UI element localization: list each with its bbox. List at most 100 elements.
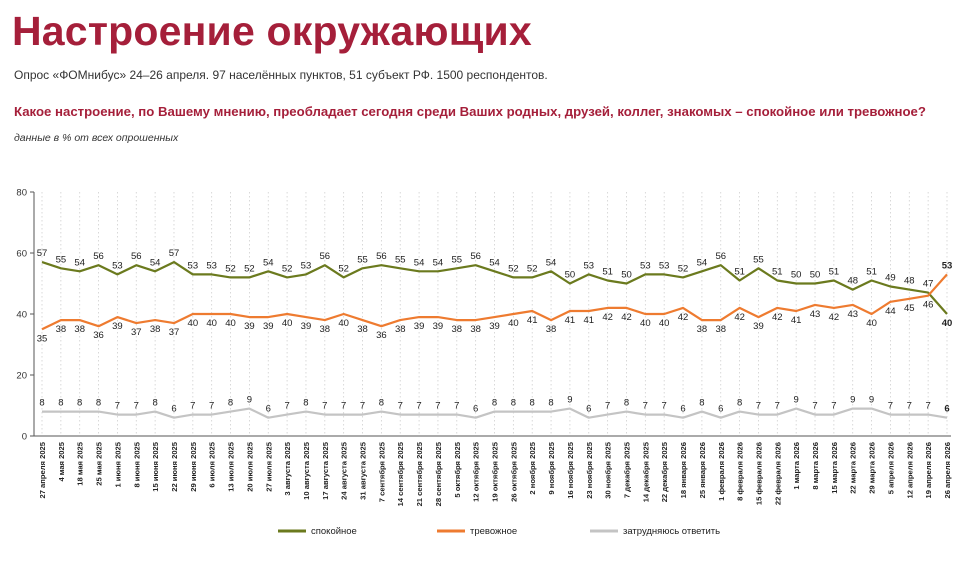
x-tick-label: 8 марта 2026 bbox=[811, 442, 820, 490]
data-label-undecided: 7 bbox=[435, 401, 440, 412]
data-label-calm: 56 bbox=[320, 251, 331, 262]
data-label-undecided: 7 bbox=[907, 401, 912, 412]
x-tick-label: 26 апреля 2026 bbox=[943, 442, 952, 499]
data-label-calm: 52 bbox=[678, 263, 689, 274]
data-label-anxious: 39 bbox=[112, 321, 123, 332]
data-label-undecided: 7 bbox=[416, 401, 421, 412]
data-label-undecided: 8 bbox=[511, 398, 516, 409]
data-label-undecided: 8 bbox=[379, 398, 384, 409]
data-label-anxious: 39 bbox=[433, 321, 444, 332]
y-tick-label: 40 bbox=[16, 310, 27, 321]
data-label-undecided: 6 bbox=[473, 404, 478, 415]
data-label-anxious: 39 bbox=[301, 321, 312, 332]
x-tick-label: 17 августа 2025 bbox=[321, 441, 330, 500]
x-tick-label: 29 июня 2025 bbox=[189, 441, 198, 492]
data-label-calm: 57 bbox=[169, 248, 180, 259]
x-tick-label: 15 июня 2025 bbox=[151, 441, 160, 492]
data-label-anxious: 42 bbox=[621, 312, 632, 323]
chart-axes: 0 20 40 60 80 bbox=[16, 188, 951, 443]
data-label-anxious: 38 bbox=[452, 324, 463, 335]
data-label-anxious: 37 bbox=[169, 327, 180, 338]
data-label-undecided: 7 bbox=[812, 401, 817, 412]
y-tick-label: 80 bbox=[16, 188, 27, 199]
data-label-anxious: 41 bbox=[527, 315, 538, 326]
data-label-undecided: 7 bbox=[662, 401, 667, 412]
data-label-undecided: 6 bbox=[680, 404, 685, 415]
x-tick-label: 19 октября 2025 bbox=[491, 441, 500, 502]
legend-label: тревожное bbox=[470, 526, 517, 537]
data-label-anxious: 40 bbox=[640, 318, 651, 329]
data-label-undecided: 8 bbox=[228, 398, 233, 409]
data-label-anxious: 36 bbox=[376, 330, 387, 341]
data-label-anxious: 41 bbox=[565, 315, 576, 326]
data-label-undecided: 7 bbox=[398, 401, 403, 412]
data-label-anxious: 38 bbox=[74, 324, 85, 335]
data-label-calm: 53 bbox=[583, 260, 594, 271]
x-tick-label: 28 сентября 2025 bbox=[434, 441, 443, 506]
data-label-anxious: 38 bbox=[56, 324, 67, 335]
data-label-undecided: 8 bbox=[699, 398, 704, 409]
x-tick-label: 24 августа 2025 bbox=[340, 441, 349, 500]
data-label-calm: 52 bbox=[225, 263, 236, 274]
data-label-calm: 56 bbox=[376, 251, 387, 262]
x-tick-label: 8 февраля 2026 bbox=[736, 442, 745, 501]
data-label-calm: 53 bbox=[301, 260, 312, 271]
data-label-calm: 51 bbox=[734, 266, 745, 277]
x-tick-label: 1 марта 2026 bbox=[792, 442, 801, 490]
data-label-undecided: 7 bbox=[284, 401, 289, 412]
data-label-calm: 55 bbox=[395, 254, 406, 265]
data-label-calm: 53 bbox=[659, 260, 670, 271]
data-label-undecided: 6 bbox=[944, 404, 949, 415]
data-label-calm: 50 bbox=[621, 270, 632, 281]
x-tick-label: 14 декабря 2025 bbox=[641, 441, 650, 502]
data-label-undecided: 8 bbox=[58, 398, 63, 409]
survey-subtitle: Опрос «ФОМнибус» 24–26 апреля. 97 населё… bbox=[14, 68, 548, 82]
data-label-anxious: 40 bbox=[206, 318, 217, 329]
data-label-undecided: 8 bbox=[548, 398, 553, 409]
data-label-undecided: 7 bbox=[454, 401, 459, 412]
x-tick-label: 5 октября 2025 bbox=[453, 441, 462, 497]
data-label-calm: 52 bbox=[282, 263, 293, 274]
x-tick-label: 18 января 2026 bbox=[679, 442, 688, 498]
data-label-undecided: 8 bbox=[492, 398, 497, 409]
y-tick-label: 0 bbox=[22, 432, 27, 443]
x-tick-label: 22 декабря 2025 bbox=[660, 441, 669, 502]
series-line-0 bbox=[41, 261, 948, 315]
data-label-anxious: 39 bbox=[244, 321, 255, 332]
chart-series bbox=[41, 261, 948, 419]
data-label-undecided: 7 bbox=[925, 401, 930, 412]
series-line-2 bbox=[42, 407, 948, 419]
data-label-undecided: 9 bbox=[567, 395, 572, 406]
data-label-anxious: 38 bbox=[697, 324, 708, 335]
x-tick-label: 1 июня 2025 bbox=[113, 441, 122, 487]
data-label-undecided: 9 bbox=[869, 395, 874, 406]
data-label-calm: 40 bbox=[942, 318, 953, 329]
data-label-calm: 54 bbox=[489, 257, 500, 268]
data-label-calm: 54 bbox=[150, 257, 161, 268]
data-label-calm: 54 bbox=[263, 257, 274, 268]
data-label-anxious: 39 bbox=[489, 321, 500, 332]
data-label-undecided: 8 bbox=[96, 398, 101, 409]
x-tick-label: 5 апреля 2026 bbox=[886, 442, 895, 494]
data-label-calm: 56 bbox=[93, 251, 104, 262]
x-tick-label: 10 августа 2025 bbox=[302, 441, 311, 500]
x-tick-label: 18 мая 2025 bbox=[76, 441, 85, 486]
data-label-anxious: 38 bbox=[546, 324, 557, 335]
x-tick-label: 15 марта 2026 bbox=[830, 442, 839, 494]
data-label-calm: 54 bbox=[414, 257, 425, 268]
data-label-anxious: 39 bbox=[414, 321, 425, 332]
survey-question: Какое настроение, по Вашему мнению, прео… bbox=[14, 104, 926, 119]
units-note: данные в % от всех опрошенных bbox=[14, 132, 179, 144]
data-label-calm: 48 bbox=[847, 276, 858, 287]
data-label-anxious: 35 bbox=[37, 333, 48, 344]
data-label-anxious: 38 bbox=[357, 324, 368, 335]
data-label-undecided: 6 bbox=[586, 404, 591, 415]
chart-data-labels: 57 35 8 55 38 8 54 38 8 56 36 8 53 39 7 56 37 7 54 38 8 57 37 6… bbox=[37, 248, 953, 415]
y-tick-label: 60 bbox=[16, 249, 27, 260]
data-label-calm: 51 bbox=[829, 266, 840, 277]
data-label-undecided: 8 bbox=[737, 398, 742, 409]
data-label-calm: 50 bbox=[791, 270, 802, 281]
data-label-calm: 52 bbox=[527, 263, 538, 274]
data-label-undecided: 8 bbox=[152, 398, 157, 409]
data-label-calm: 49 bbox=[885, 273, 896, 284]
